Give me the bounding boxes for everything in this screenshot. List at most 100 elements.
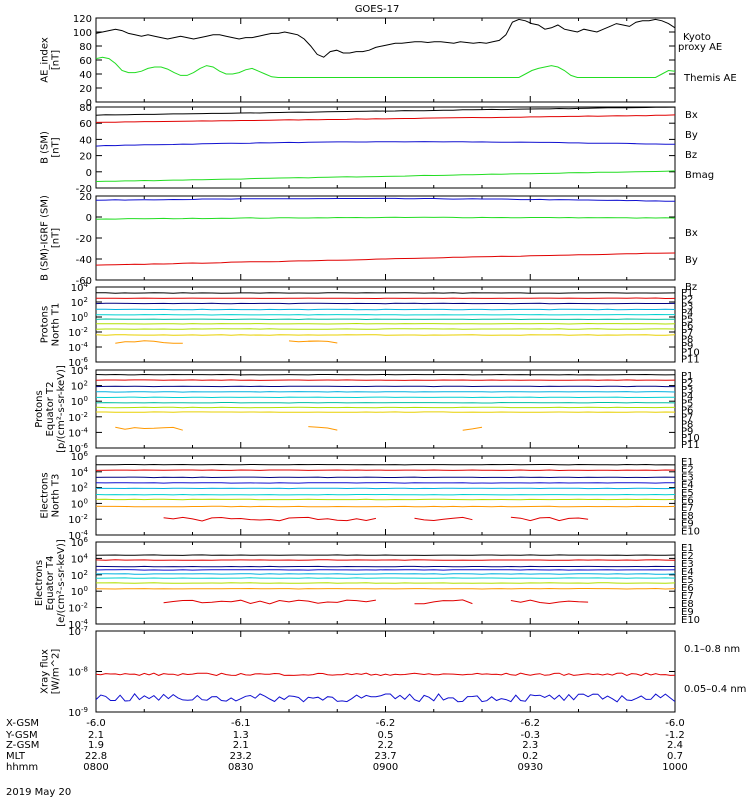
legend-item: Kyoto (683, 32, 711, 43)
series-line (96, 216, 675, 220)
y-tick-label: 10-9 (68, 706, 88, 719)
y-tick-exponent: 0 (84, 497, 88, 505)
legend-item: E10 (681, 526, 700, 537)
y-tick-label: 20 (79, 84, 92, 95)
series-line (96, 322, 675, 325)
legend-item: By (685, 255, 698, 266)
y-tick-label: -20 (76, 184, 92, 195)
orbit-value: -6.1 (231, 718, 251, 729)
orbit-value: 0800 (83, 762, 108, 773)
legend-item: P3 (681, 301, 693, 312)
y-axis-label: North T3 (51, 474, 62, 518)
legend-item: P7 (681, 412, 693, 423)
legend-item: E1 (681, 543, 694, 554)
y-tick-label: 104 (71, 364, 89, 377)
y-tick-exponent: -2 (81, 602, 88, 610)
y-tick-label: 106 (71, 536, 89, 549)
series-line (96, 569, 675, 571)
y-tick-label: 10-2 (68, 326, 88, 339)
series-line (96, 18, 675, 58)
y-axis-label: Equator T2 (45, 382, 56, 437)
y-axis-label: [e/(cm²-s-sr-keV)] (56, 539, 67, 627)
series-line (96, 559, 675, 561)
panel-bigrf: -60 -40 -20 0 20 B (SM)-IGRF (SM) [nT] Bx By Bz (40, 192, 698, 293)
y-tick-exponent: -6 (81, 356, 89, 364)
orbit-value: 2.1 (88, 730, 104, 741)
legend-item: 0.1–0.8 nm (684, 644, 740, 655)
series-group (96, 373, 675, 431)
series-group (96, 107, 675, 182)
y-tick-exponent: -4 (81, 618, 89, 626)
series-line (96, 318, 675, 321)
y-tick-label: 102 (71, 569, 88, 582)
y-tick-label: 10-2 (68, 602, 88, 615)
y-tick-label: 102 (71, 482, 88, 495)
y-axis-label: Electrons (34, 560, 45, 606)
y-tick-exponent: -9 (81, 706, 88, 714)
y-tick-exponent: 2 (84, 296, 88, 304)
series-line (96, 554, 675, 556)
y-tick-exponent: 0 (84, 585, 88, 593)
series-line (414, 599, 473, 605)
y-tick-label: -40 (76, 255, 92, 266)
legend-item: Themis AE (683, 73, 737, 84)
legend-item: E6 (681, 583, 694, 594)
series-line (115, 426, 183, 431)
y-tick-label: 0 (86, 98, 92, 109)
legend-item: Bmag (685, 170, 714, 181)
y-tick-exponent: 2 (84, 482, 88, 490)
y-axis-label: Electrons (40, 472, 51, 518)
y-tick-exponent: 6 (84, 536, 89, 544)
orbit-value: 2.2 (378, 740, 394, 751)
series-line (96, 56, 675, 78)
orbit-value: 0830 (228, 762, 253, 773)
orbit-row-label: X-GSM (6, 718, 39, 729)
legend-item: E2 (681, 465, 694, 476)
panel-bsm: -20 0 20 40 60 80 B (SM) [nT] Bx By Bz Bmag (40, 103, 715, 195)
legend-item: P8 (681, 334, 693, 345)
legend-item: P5 (681, 399, 693, 410)
series-line (96, 505, 675, 508)
series-line (115, 340, 183, 344)
series-line (96, 692, 675, 703)
legend-item: P8 (681, 419, 693, 430)
y-axis-label: [nT] (51, 228, 62, 248)
orbit-value: 1.9 (88, 740, 104, 751)
y-tick-exponent: 4 (84, 281, 89, 289)
y-tick-label: 80 (79, 42, 92, 53)
series-line (96, 379, 675, 381)
y-tick-exponent: -7 (81, 625, 88, 633)
y-tick-label: 10-2 (68, 411, 88, 424)
series-group (96, 672, 675, 703)
orbit-value: -6.0 (86, 718, 106, 729)
series-line (308, 426, 338, 431)
legend-item: Bx (685, 228, 698, 239)
y-tick-exponent: 4 (84, 466, 89, 474)
y-tick-label: -60 (76, 276, 92, 287)
y-tick-label: -20 (76, 234, 92, 245)
y-axis-label: AE_index (40, 37, 51, 83)
orbit-value: 23.2 (230, 751, 252, 762)
legend-item: P10 (681, 348, 700, 359)
legend-item: Bz (685, 150, 697, 161)
series-line (96, 391, 675, 393)
series-line (96, 587, 675, 590)
series-line (96, 197, 675, 202)
y-tick-label: 100 (71, 311, 88, 324)
y-axis-label: Protons (34, 390, 45, 427)
y-tick-label: 20 (79, 192, 92, 203)
series-line (163, 516, 377, 522)
series-line (510, 516, 589, 522)
legend-item: E8 (681, 511, 694, 522)
y-tick-exponent: 4 (84, 552, 89, 560)
legend-item: P10 (681, 433, 700, 444)
panel-frame (95, 369, 676, 449)
series-group (96, 463, 675, 522)
y-tick-exponent: -2 (81, 513, 88, 521)
y-tick-exponent: 2 (84, 569, 88, 577)
series-group (96, 18, 675, 78)
